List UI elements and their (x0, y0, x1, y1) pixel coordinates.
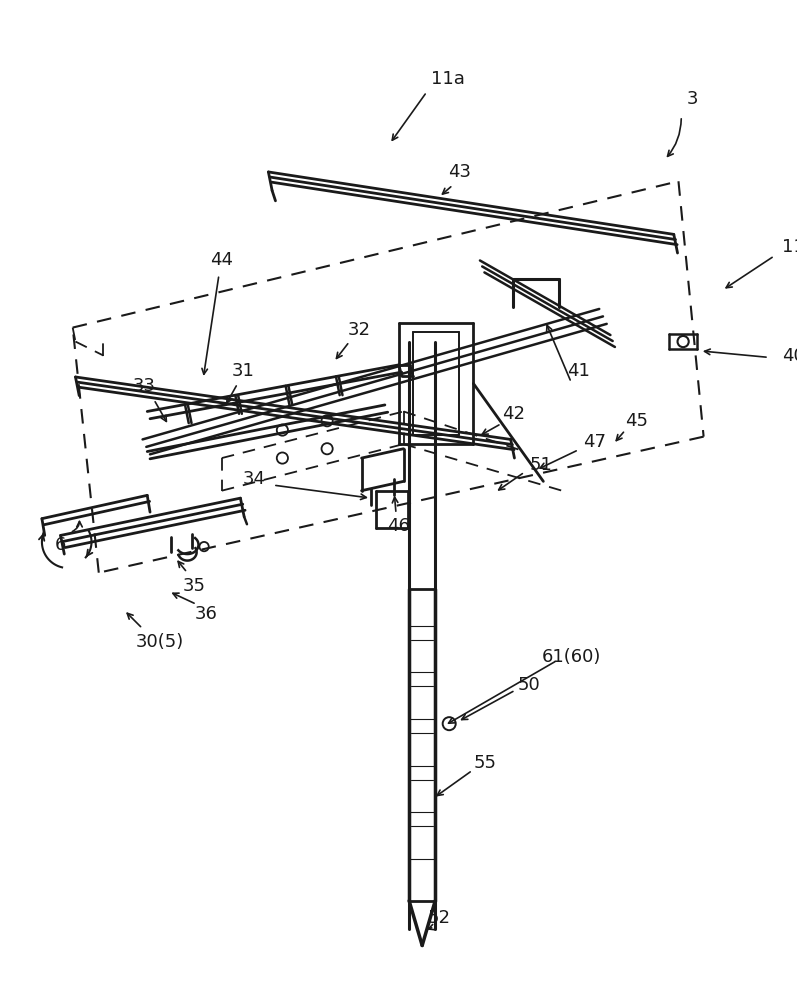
Text: 11a: 11a (431, 70, 465, 88)
Text: 34: 34 (243, 470, 266, 488)
Text: 44: 44 (210, 251, 234, 269)
Text: 33: 33 (133, 377, 156, 395)
Text: 6: 6 (55, 536, 66, 554)
Text: 3: 3 (687, 90, 698, 108)
Text: 43: 43 (448, 163, 471, 181)
Text: 42: 42 (502, 405, 525, 423)
Text: 36: 36 (194, 605, 218, 623)
Text: 61(60): 61(60) (542, 648, 601, 666)
Text: 32: 32 (347, 321, 371, 339)
Text: 51: 51 (530, 456, 553, 474)
Text: 41: 41 (567, 362, 591, 380)
Text: 40: 40 (782, 347, 797, 365)
Text: 47: 47 (583, 433, 606, 451)
Text: 45: 45 (625, 412, 648, 430)
Text: 46: 46 (387, 517, 410, 535)
Text: 55: 55 (474, 754, 497, 772)
Text: 35: 35 (183, 577, 206, 595)
Text: 11: 11 (782, 238, 797, 256)
Text: 31: 31 (232, 362, 255, 380)
Text: 30(5): 30(5) (135, 633, 183, 651)
Text: 52: 52 (427, 909, 450, 927)
Text: 50: 50 (518, 676, 540, 694)
